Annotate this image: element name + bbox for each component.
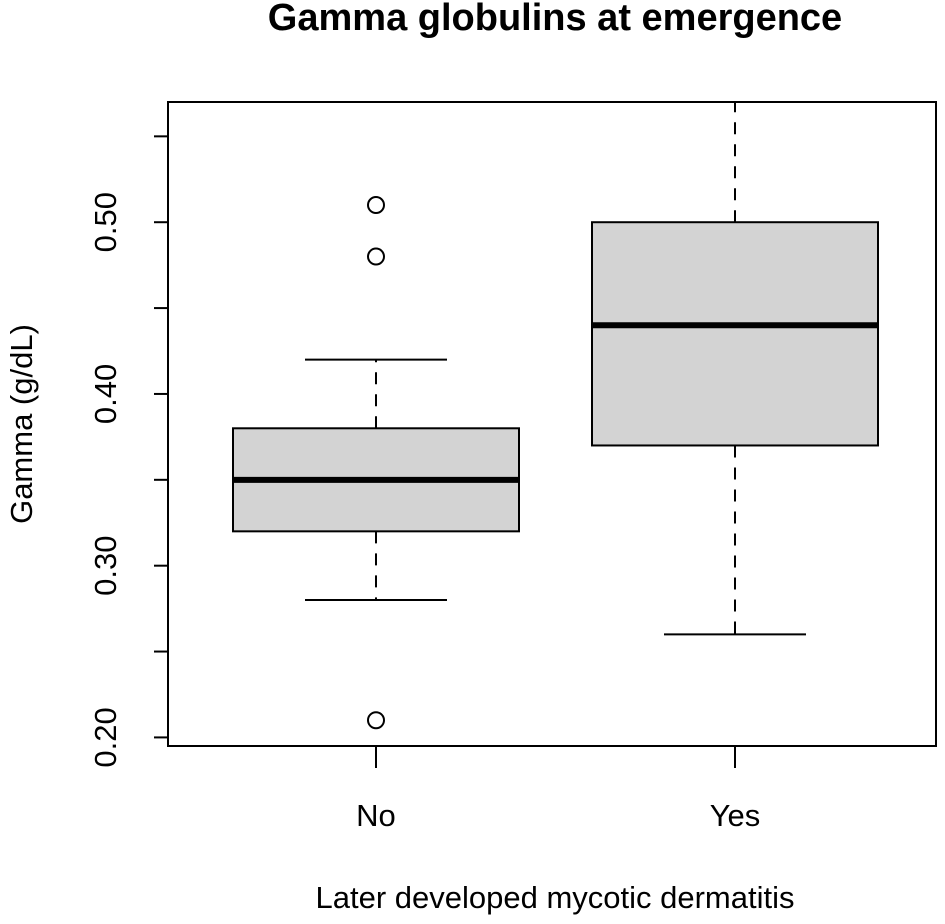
outlier-point [367, 711, 385, 730]
outlier-point [367, 196, 385, 215]
y-tick-label: 0.20 [88, 707, 123, 767]
plot-frame [167, 101, 937, 747]
plot-area: 0.20 0.30 0.40 0.50 No Yes [88, 101, 937, 833]
x-tick-label: No [356, 798, 396, 833]
y-tick-label: 0.40 [88, 364, 123, 424]
y-tick-label: 0.50 [88, 192, 123, 252]
x-axis-label: Later developed mycotic dermatitis [315, 880, 794, 915]
y-axis-label: Gamma (g/dL) [4, 324, 39, 524]
box-yes [591, 221, 879, 447]
y-tick-label: 0.30 [88, 536, 123, 596]
outlier-point [367, 247, 385, 266]
x-tick-label: Yes [710, 798, 761, 833]
chart-title: Gamma globulins at emergence [268, 0, 842, 39]
